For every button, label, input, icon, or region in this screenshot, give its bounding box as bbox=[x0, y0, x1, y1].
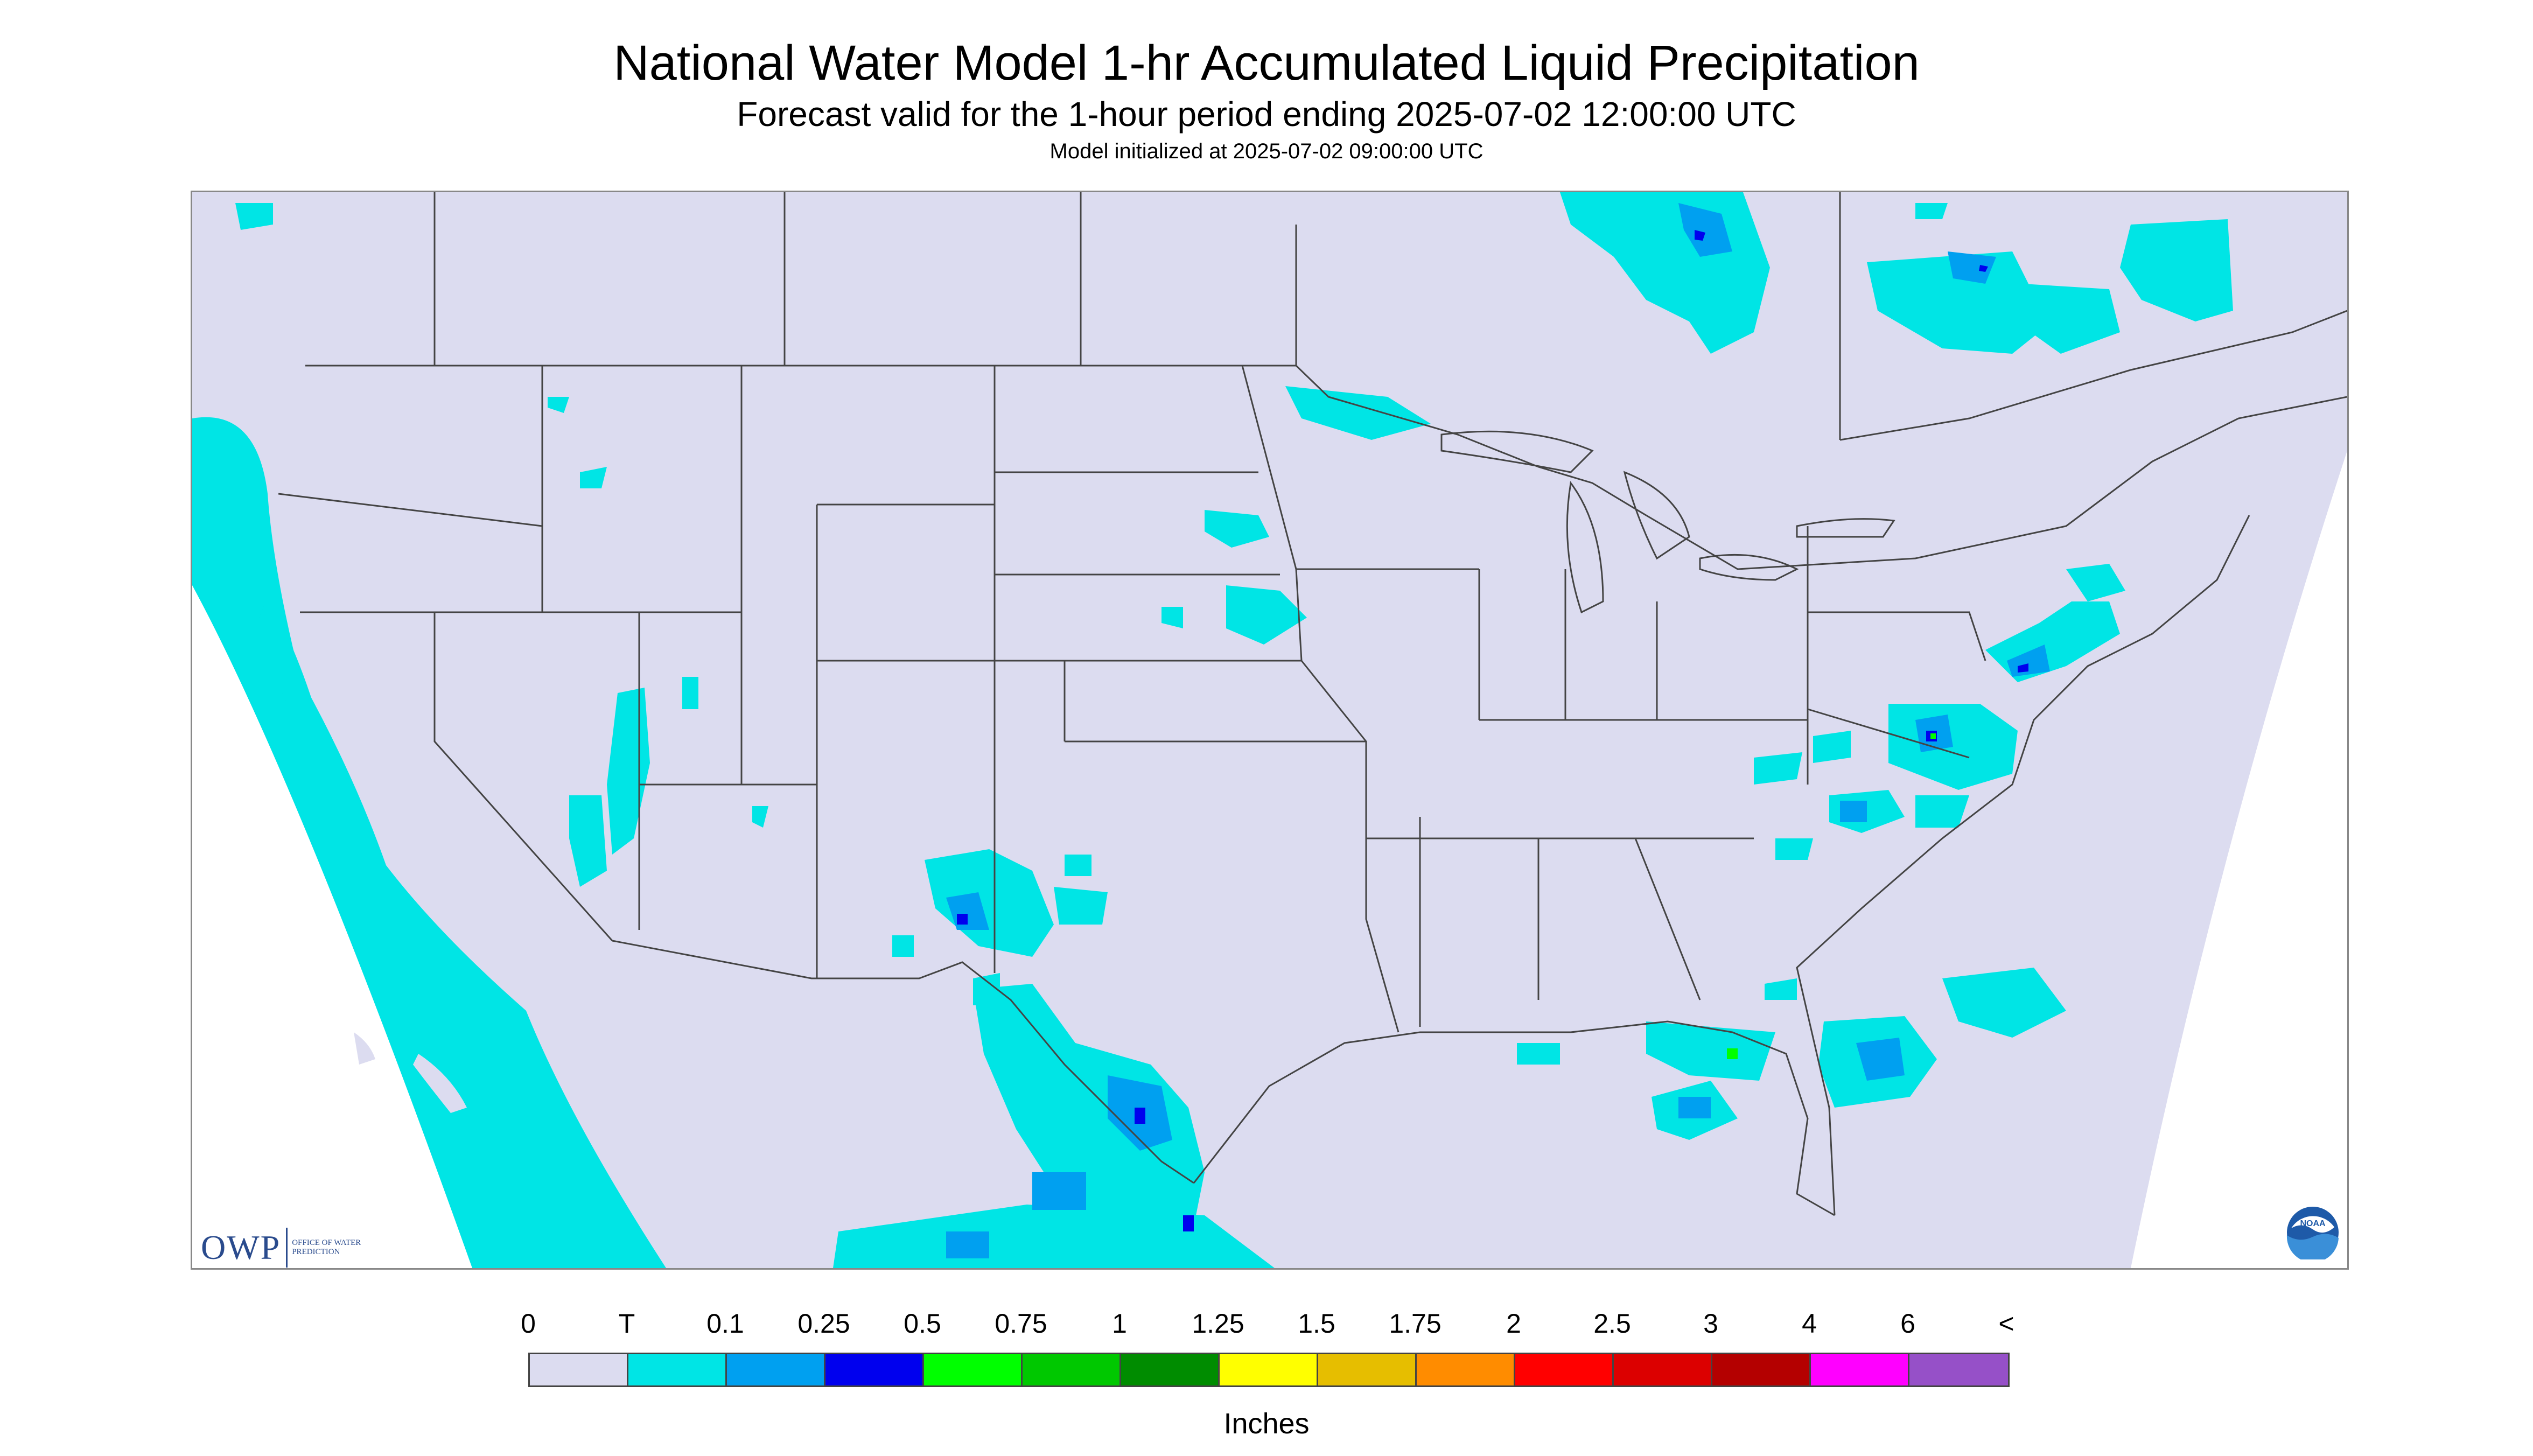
legend-swatch bbox=[1121, 1354, 1220, 1385]
legend-swatch bbox=[628, 1354, 727, 1385]
noaa-logo-text: NOAA bbox=[2300, 1219, 2326, 1228]
legend-label: 0.75 bbox=[995, 1308, 1047, 1339]
pacific-trace-precip bbox=[192, 417, 666, 1268]
model-domain bbox=[192, 192, 2347, 1268]
color-scale-legend bbox=[528, 1353, 2010, 1387]
legend-swatch bbox=[825, 1354, 924, 1385]
legend-label: 1.75 bbox=[1389, 1308, 1442, 1339]
legend-label: 1 bbox=[1112, 1308, 1127, 1339]
legend-label: 2 bbox=[1506, 1308, 1521, 1339]
legend-label: < bbox=[1998, 1308, 2014, 1339]
legend-labels: 0 T 0.1 0.25 0.5 0.75 1 1.25 1.5 1.75 2 … bbox=[0, 1307, 2533, 1340]
forecast-valid-subtitle: Forecast valid for the 1-hour period end… bbox=[737, 95, 1796, 134]
political-boundaries bbox=[278, 192, 2347, 1216]
map-title: National Water Model 1-hr Accumulated Li… bbox=[613, 36, 1920, 90]
legend-swatch bbox=[1712, 1354, 1811, 1385]
north-central-trace-precip bbox=[548, 386, 1431, 645]
legend-swatch bbox=[1909, 1354, 2008, 1385]
legend-label: 0.25 bbox=[797, 1308, 850, 1339]
legend-label: 0 bbox=[521, 1308, 536, 1339]
legend-label: 2.5 bbox=[1593, 1308, 1631, 1339]
legend-swatch bbox=[1811, 1354, 1909, 1385]
legend-swatch bbox=[530, 1354, 628, 1385]
legend-swatch bbox=[1515, 1354, 1614, 1385]
legend-swatch bbox=[1023, 1354, 1121, 1385]
legend-label: T bbox=[618, 1308, 635, 1339]
legend-swatch bbox=[1614, 1354, 1712, 1385]
texas-mexico-precip bbox=[833, 849, 1275, 1268]
legend-swatch bbox=[727, 1354, 825, 1385]
model-init-line: Model initialized at 2025-07-02 09:00:00… bbox=[1049, 139, 1484, 163]
legend-units-label: Inches bbox=[1223, 1408, 1310, 1440]
map-canvas bbox=[192, 192, 2347, 1268]
owp-logo-subtext: Office of Water Prediction bbox=[292, 1238, 361, 1256]
noaa-emblem-icon: NOAA bbox=[2286, 1207, 2339, 1259]
legend-label: 3 bbox=[1703, 1308, 1718, 1339]
legend-label: 1.25 bbox=[1192, 1308, 1244, 1339]
legend-swatch bbox=[1417, 1354, 1515, 1385]
legend-swatch bbox=[1318, 1354, 1417, 1385]
legend-label: 1.5 bbox=[1298, 1308, 1335, 1339]
noaa-logo: NOAA bbox=[2286, 1206, 2340, 1259]
legend-label: 6 bbox=[1900, 1308, 1915, 1339]
owp-logo: OWP Office of Water Prediction bbox=[201, 1226, 362, 1268]
legend-swatch bbox=[924, 1354, 1023, 1385]
legend-label: 4 bbox=[1802, 1308, 1817, 1339]
owp-logo-main-text: OWP bbox=[201, 1228, 288, 1268]
legend-swatch bbox=[1220, 1354, 1318, 1385]
legend-label: 0.1 bbox=[706, 1308, 744, 1339]
precipitation-map: OWP Office of Water Prediction NOAA bbox=[191, 191, 2349, 1270]
legend-label: 0.5 bbox=[904, 1308, 941, 1339]
